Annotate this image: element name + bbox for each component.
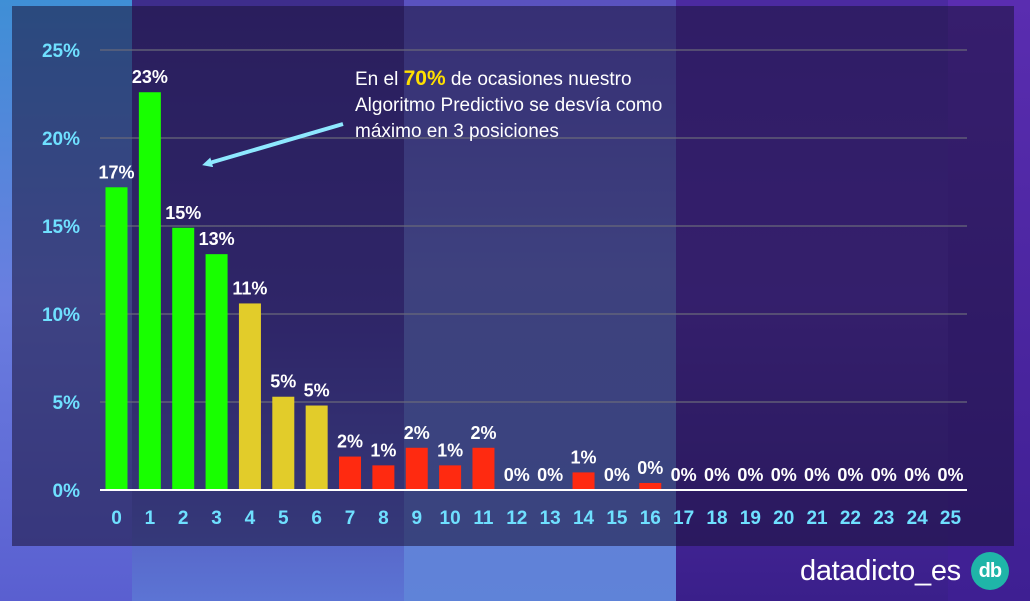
y-tick-label: 20% [42,129,80,150]
annotation-line-3: máximo en 3 posiciones [355,121,559,142]
brand-name: datadicto_es [800,554,961,587]
y-tick-label: 5% [53,393,81,414]
data-label-10: 1% [437,440,463,460]
data-label-18: 0% [704,465,730,485]
data-label-20: 0% [771,465,797,485]
bar-10 [439,465,462,490]
x-tick-label: 23 [873,508,894,529]
bar-14 [572,472,595,490]
annotation-text: En el 70% de ocasiones nuestro Algoritmo… [355,66,735,145]
x-tick-label: 0 [111,508,122,529]
data-label-19: 0% [737,465,763,485]
data-label-6: 5% [304,381,330,401]
bar-8 [372,465,395,490]
x-tick-label: 9 [411,508,422,529]
bar-9 [405,447,428,490]
data-label-5: 5% [270,372,296,392]
data-label-14: 1% [571,447,597,467]
bar-16 [639,482,662,490]
x-tick-label: 13 [540,508,561,529]
x-tick-label: 14 [573,508,595,529]
x-tick-label: 2 [178,508,189,529]
bars [105,92,662,491]
x-tick-label: 6 [311,508,322,529]
bar-4 [238,303,261,490]
annotation-prefix: En el [355,69,404,90]
data-label-12: 0% [504,465,530,485]
data-label-16: 0% [637,458,663,478]
data-label-2: 15% [165,203,201,223]
data-label-9: 2% [404,423,430,443]
y-tick-label: 10% [42,305,80,326]
data-label-23: 0% [871,465,897,485]
brand: datadicto_es db [800,552,1009,590]
x-tick-label: 5 [278,508,289,529]
bar-0 [105,187,128,490]
data-label-4: 11% [232,278,267,298]
bar-11 [472,447,495,490]
x-tick-label: 19 [740,508,761,529]
x-tick-label: 17 [673,508,694,529]
x-tick-label: 12 [506,508,527,529]
y-tick-label: 25% [42,41,80,62]
annotation-line-2: Algoritmo Predictivo se desvía como [355,95,663,116]
bar-2 [172,227,195,490]
data-label-21: 0% [804,465,830,485]
bar-6 [305,405,328,490]
x-tick-label: 16 [640,508,661,529]
data-label-24: 0% [904,465,930,485]
x-tick-label: 20 [773,508,794,529]
x-tick-label: 8 [378,508,389,529]
data-label-13: 0% [537,465,563,485]
x-tick-label: 7 [345,508,356,529]
x-tick-label: 11 [473,508,494,529]
x-tick-label: 15 [606,508,628,529]
annotation-highlight: 70% [403,67,446,90]
data-label-0: 17% [98,162,134,182]
x-tick-label: 21 [806,508,828,529]
x-tick-label: 22 [840,508,861,529]
data-label-22: 0% [837,465,863,485]
y-tick-label: 15% [42,217,80,238]
data-labels: 17% 23% 15% 13% 11% 5% 5% 2% 1% 2% 1% 2% 0% 0% 1% 0% 0% 0… [98,67,963,485]
bar-5 [272,396,295,490]
bar-1 [138,92,161,491]
bar-3 [205,254,228,490]
bar-7 [339,456,362,490]
annotation-line-1: En el 70% de ocasiones nuestro [355,66,735,93]
data-label-11: 2% [470,423,496,443]
data-label-25: 0% [937,465,963,485]
data-label-17: 0% [671,465,697,485]
x-axis-ticks: 0 1 2 3 4 5 6 7 8 9 10 11 12 13 14 15 16 17 18 19 20 21 22 23 24… [111,508,961,529]
brand-logo-icon: db [970,552,1009,590]
data-label-15: 0% [604,465,630,485]
data-label-8: 1% [370,440,396,460]
annotation-arrow [202,122,344,168]
x-tick-label: 10 [440,508,461,529]
y-axis-ticks: 0% 5% 10% 15% 20% 25% [42,41,80,502]
data-label-3: 13% [199,229,235,249]
x-tick-label: 24 [907,508,929,529]
x-tick-label: 25 [940,508,962,529]
annotation-line1-rest: de ocasiones nuestro [445,69,632,90]
x-tick-label: 3 [211,508,222,529]
data-label-7: 2% [337,432,363,452]
x-tick-label: 4 [245,508,256,529]
data-label-1: 23% [132,67,168,87]
y-tick-label: 0% [53,481,81,502]
x-tick-label: 18 [706,508,727,529]
x-tick-label: 1 [145,508,156,529]
